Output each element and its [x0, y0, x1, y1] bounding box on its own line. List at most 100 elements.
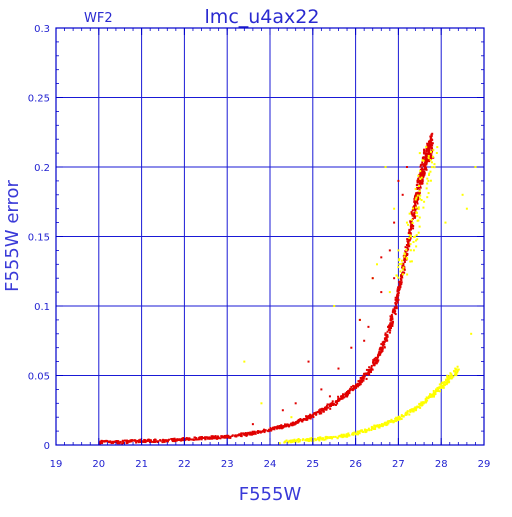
data-point-series-1	[162, 439, 165, 442]
data-point-series-1	[188, 437, 191, 440]
data-point-series-2	[378, 423, 381, 426]
data-point-series-2	[345, 433, 348, 436]
data-point-series-1	[424, 161, 427, 164]
data-point-series-1	[274, 426, 277, 429]
data-point-series-1	[323, 406, 326, 409]
x-tick-label: 22	[178, 459, 191, 470]
data-point-series-1	[330, 403, 333, 406]
data-point-series-2	[406, 273, 409, 276]
data-point-series-1	[342, 393, 345, 396]
data-point-series-2	[434, 392, 437, 395]
data-point-series-1	[423, 152, 426, 155]
data-point-series-1	[396, 295, 399, 298]
data-point-series-2	[443, 383, 446, 386]
data-point-series-1	[411, 209, 414, 212]
data-point-series-2	[439, 383, 442, 386]
outlier-point-series-1	[388, 249, 391, 252]
data-point-series-1	[427, 146, 430, 149]
data-point-series-1	[429, 137, 432, 140]
data-point-series-2	[438, 387, 441, 390]
data-point-series-1	[406, 246, 409, 249]
data-point-series-1	[355, 383, 358, 386]
outlier-point-series-2	[393, 207, 396, 210]
data-point-series-1	[173, 437, 176, 440]
data-point-series-1	[342, 396, 345, 399]
data-point-series-1	[384, 337, 387, 340]
data-point-series-1	[340, 395, 343, 398]
data-point-series-1	[279, 426, 282, 429]
outlier-point-series-1	[380, 256, 383, 259]
data-point-series-1	[425, 147, 428, 150]
data-point-series-2	[432, 395, 435, 398]
data-point-series-1	[143, 438, 146, 441]
data-point-series-1	[180, 437, 183, 440]
data-point-series-2	[297, 438, 300, 441]
data-point-series-1	[422, 168, 425, 171]
outlier-point-series-1	[401, 193, 404, 196]
data-point-series-1	[361, 376, 364, 379]
data-point-series-1	[419, 182, 422, 185]
data-point-series-1	[351, 388, 354, 391]
data-point-series-1	[331, 403, 334, 406]
data-point-series-2	[373, 427, 376, 430]
data-point-series-2	[452, 375, 455, 378]
data-point-series-2	[441, 381, 444, 384]
data-point-series-1	[121, 439, 124, 442]
data-point-series-1	[408, 238, 411, 241]
data-point-series-1	[245, 432, 248, 435]
data-point-series-1	[153, 440, 156, 443]
data-point-series-2	[425, 146, 428, 149]
data-point-series-2	[357, 431, 360, 434]
data-point-series-1	[203, 436, 206, 439]
data-point-series-1	[397, 286, 400, 289]
data-point-series-1	[352, 387, 355, 390]
data-point-series-1	[170, 438, 173, 441]
outlier-point-series-2	[290, 416, 293, 419]
data-point-series-1	[117, 440, 120, 443]
data-point-series-1	[411, 213, 414, 216]
data-point-series-2	[439, 390, 442, 393]
data-point-series-1	[249, 433, 252, 436]
data-point-series-2	[410, 260, 413, 263]
data-point-series-2	[409, 260, 412, 263]
data-point-series-1	[264, 429, 267, 432]
data-point-series-1	[427, 148, 430, 151]
data-point-series-1	[326, 403, 329, 406]
data-point-series-1	[430, 135, 433, 138]
data-point-series-1	[430, 141, 433, 144]
data-point-series-1	[419, 179, 422, 182]
chart-title: lmc_u4ax22	[205, 6, 320, 28]
data-point-series-1	[280, 424, 283, 427]
data-point-series-1	[372, 359, 375, 362]
data-point-series-2	[417, 206, 420, 209]
data-point-series-1	[426, 147, 429, 150]
data-point-series-1	[401, 271, 404, 274]
data-point-series-1	[413, 213, 416, 216]
data-point-series-1	[416, 200, 419, 203]
x-tick-label: 29	[478, 459, 491, 470]
data-point-series-2	[305, 438, 308, 441]
data-point-series-1	[204, 438, 207, 441]
data-point-series-1	[422, 175, 425, 178]
data-point-series-1	[424, 168, 427, 171]
data-point-series-1	[418, 191, 421, 194]
data-point-series-1	[422, 165, 425, 168]
data-point-series-1	[414, 202, 417, 205]
data-point-series-1	[416, 187, 419, 190]
data-point-series-1	[419, 185, 422, 188]
data-point-series-2	[430, 395, 433, 398]
data-point-series-2	[338, 434, 341, 437]
data-point-series-2	[415, 407, 418, 410]
data-point-series-2	[339, 435, 342, 438]
data-point-series-2	[404, 413, 407, 416]
y-tick-label: 0.05	[28, 372, 50, 383]
data-point-series-2	[433, 163, 436, 166]
outlier-point-series-1	[405, 166, 408, 168]
data-point-series-1	[142, 440, 145, 443]
data-point-series-2	[342, 434, 345, 437]
outlier-point-series-1	[380, 291, 383, 294]
data-point-series-2	[422, 206, 425, 209]
data-point-series-1	[389, 323, 392, 326]
data-points	[98, 132, 477, 445]
data-point-series-2	[427, 157, 430, 160]
